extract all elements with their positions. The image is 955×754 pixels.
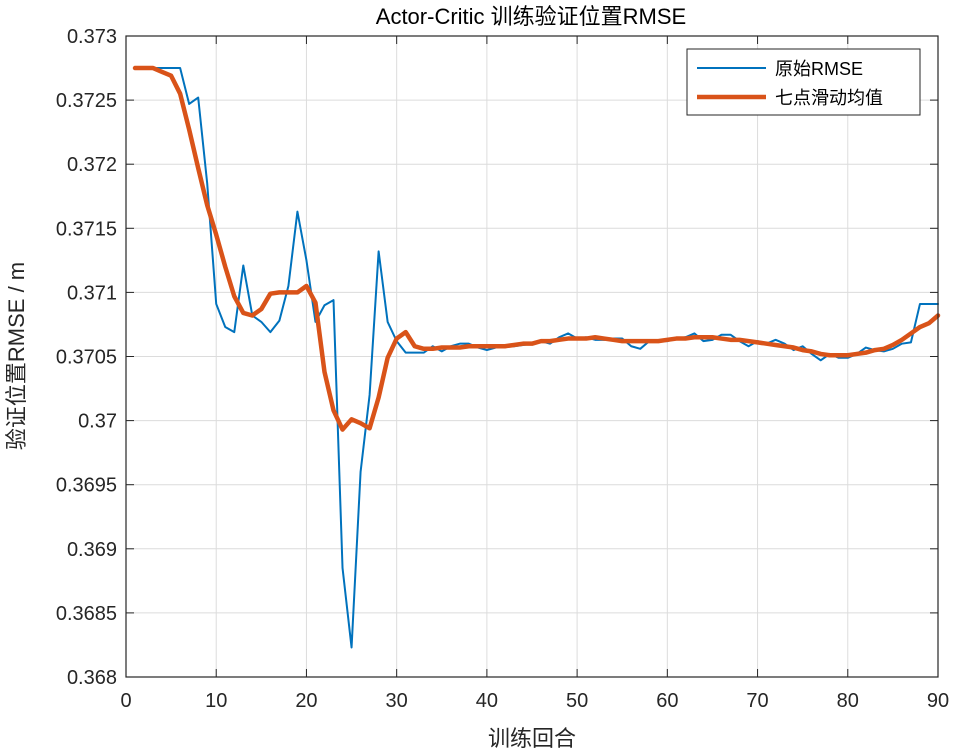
y-tick-label: 0.3705 bbox=[56, 347, 117, 369]
x-tick-label: 30 bbox=[386, 690, 408, 712]
x-tick-label: 60 bbox=[656, 690, 678, 712]
series-line-raw bbox=[134, 67, 939, 649]
x-tick-label: 0 bbox=[120, 690, 131, 712]
legend: 原始RMSE 七点滑动均值 bbox=[686, 48, 921, 116]
series-layer bbox=[132, 65, 941, 649]
x-tick-label: 40 bbox=[476, 690, 498, 712]
x-tick-label: 90 bbox=[927, 690, 949, 712]
legend-box bbox=[686, 48, 921, 116]
series-line-smooth bbox=[132, 65, 941, 432]
y-tick-label: 0.3695 bbox=[56, 475, 117, 497]
legend-label-smooth: 七点滑动均值 bbox=[775, 88, 883, 108]
x-tick-label: 70 bbox=[746, 690, 768, 712]
y-tick-label: 0.368 bbox=[67, 667, 117, 689]
x-tick-label: 50 bbox=[566, 690, 588, 712]
legend-label-raw: 原始RMSE bbox=[775, 59, 863, 79]
y-tick-label: 0.371 bbox=[67, 282, 117, 304]
y-tick-label: 0.369 bbox=[67, 539, 117, 561]
x-axis-label: 训练回合 bbox=[488, 726, 576, 751]
y-tick-label: 0.3685 bbox=[56, 603, 117, 625]
y-tick-label: 0.3715 bbox=[56, 218, 117, 240]
y-ticks: 0.368 0.3685 0.369 0.3695 0.37 0.3705 0.371 0.3… bbox=[56, 26, 938, 689]
y-axis-label: 验证位置RMSE / m bbox=[4, 262, 29, 450]
x-tick-label: 20 bbox=[295, 690, 317, 712]
x-tick-label: 10 bbox=[205, 690, 227, 712]
y-tick-label: 0.372 bbox=[67, 154, 117, 176]
y-tick-label: 0.373 bbox=[67, 26, 117, 48]
chart-title: Actor-Critic 训练验证位置RMSE bbox=[376, 4, 686, 29]
y-tick-label: 0.3725 bbox=[56, 90, 117, 112]
x-tick-label: 80 bbox=[837, 690, 859, 712]
y-tick-label: 0.37 bbox=[78, 411, 117, 433]
x-ticks: 0 10 20 30 40 50 60 70 80 90 bbox=[120, 36, 949, 712]
